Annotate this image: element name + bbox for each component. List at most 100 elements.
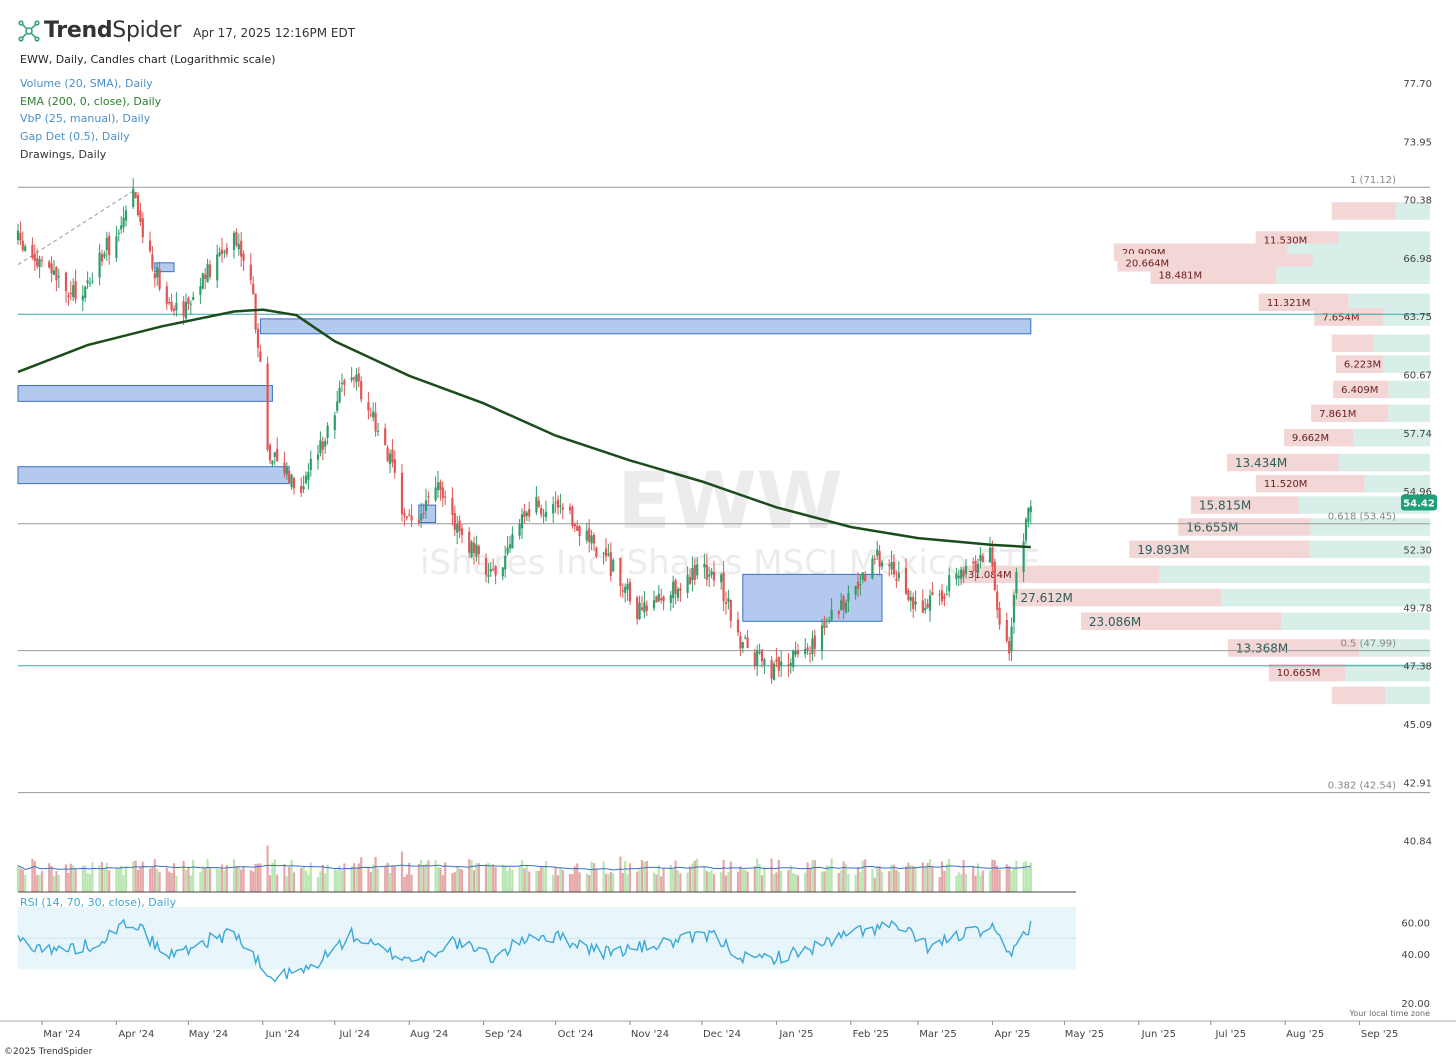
vbp-label: 10.665M [1277, 668, 1321, 679]
candle [537, 496, 540, 508]
candle [861, 571, 864, 584]
volume-bar [770, 858, 773, 892]
candle [645, 600, 648, 616]
candle-body [1010, 626, 1013, 652]
candle-body [988, 547, 992, 563]
candle [206, 258, 209, 283]
candle [16, 224, 20, 245]
volume-bar [352, 863, 356, 892]
volume-bar [1005, 864, 1008, 892]
candle-body [823, 621, 826, 629]
candle [240, 231, 243, 267]
candle [820, 618, 824, 660]
vbp-bar-up [1159, 565, 1430, 584]
volume-bar [669, 865, 672, 892]
indicator-drawings[interactable]: Drawings, Daily [20, 148, 107, 161]
candle [218, 247, 221, 257]
candle [288, 469, 291, 484]
candle [619, 557, 622, 597]
volume-bar [254, 864, 257, 892]
candle [268, 442, 272, 465]
vbp-row: 13.368M [1227, 639, 1430, 657]
candle [283, 451, 286, 478]
volume-bar [100, 861, 104, 892]
vbp-bar-down [1333, 380, 1389, 399]
fib-level-label: 0.5 (47.99) [1340, 639, 1396, 650]
candle-body [636, 597, 639, 619]
volume-bar [393, 866, 396, 892]
candle [813, 629, 816, 657]
candle [300, 477, 303, 498]
volume-bar [355, 867, 358, 892]
candle-body [468, 531, 471, 553]
candle [204, 268, 207, 290]
volume-bar [705, 871, 708, 892]
volume-bar [484, 864, 488, 892]
volume-bar [571, 874, 574, 892]
candle-body [420, 514, 423, 521]
candle [91, 272, 94, 285]
candle-body [475, 544, 478, 557]
vbp-label: 11.321M [1267, 298, 1311, 309]
candle-body [876, 549, 879, 556]
candle [806, 643, 809, 655]
candle-body [844, 602, 848, 613]
vbp-label: 18.481M [1159, 271, 1203, 282]
candle [139, 202, 142, 227]
indicator-vbp[interactable]: VbP (25, manual), Daily [20, 112, 151, 125]
candle-body [242, 253, 245, 261]
candle-body [340, 383, 344, 385]
candle [1010, 617, 1013, 662]
candle [660, 588, 663, 604]
candle [520, 508, 524, 539]
candle-body [156, 267, 159, 278]
candle [897, 561, 900, 582]
volume-bar [909, 865, 912, 892]
price-tick-label: 40.84 [1403, 837, 1432, 848]
candle-body [760, 649, 764, 662]
candle-body [441, 487, 444, 499]
price-tick-label: 70.38 [1403, 196, 1432, 207]
candle-body [806, 647, 809, 650]
vbp-bar-up [1395, 202, 1430, 220]
candle-body [98, 252, 101, 278]
volume-bar [808, 868, 812, 892]
candle [976, 558, 980, 575]
candle [55, 266, 58, 292]
x-tick-label: Jun '24 [265, 1029, 300, 1040]
indicator-volume[interactable]: Volume (20, SMA), Daily [20, 77, 153, 90]
volume-bar [638, 869, 641, 892]
indicator-ema[interactable]: EMA (200, 0, close), Daily [20, 95, 162, 108]
candle [252, 276, 255, 295]
volume-bar [914, 866, 917, 892]
candle-body [350, 377, 353, 381]
candle [189, 300, 192, 316]
candle-body [657, 593, 660, 602]
candle [223, 249, 226, 259]
candle [948, 567, 951, 598]
candle [405, 515, 408, 521]
indicator-gap-detector[interactable]: Gap Det (0.5), Daily [20, 130, 130, 143]
candle [758, 643, 761, 655]
volume-bar [739, 866, 742, 892]
volume-bar [88, 873, 92, 892]
candle-body [492, 568, 495, 570]
candle [652, 590, 656, 611]
candle [847, 585, 850, 613]
candle-body [962, 570, 965, 577]
volume-bar [856, 866, 860, 892]
volume-bar [842, 861, 845, 892]
candle [444, 490, 447, 505]
gap-zone [418, 504, 437, 524]
candle [124, 205, 128, 227]
volume-bar [588, 874, 591, 892]
candle [237, 233, 240, 256]
candle [376, 422, 380, 437]
volume-bar [50, 866, 53, 892]
candle [787, 653, 790, 677]
volume-bar [302, 866, 305, 892]
candle-body [52, 270, 56, 276]
volume-bar [948, 858, 951, 892]
candle [772, 661, 776, 681]
